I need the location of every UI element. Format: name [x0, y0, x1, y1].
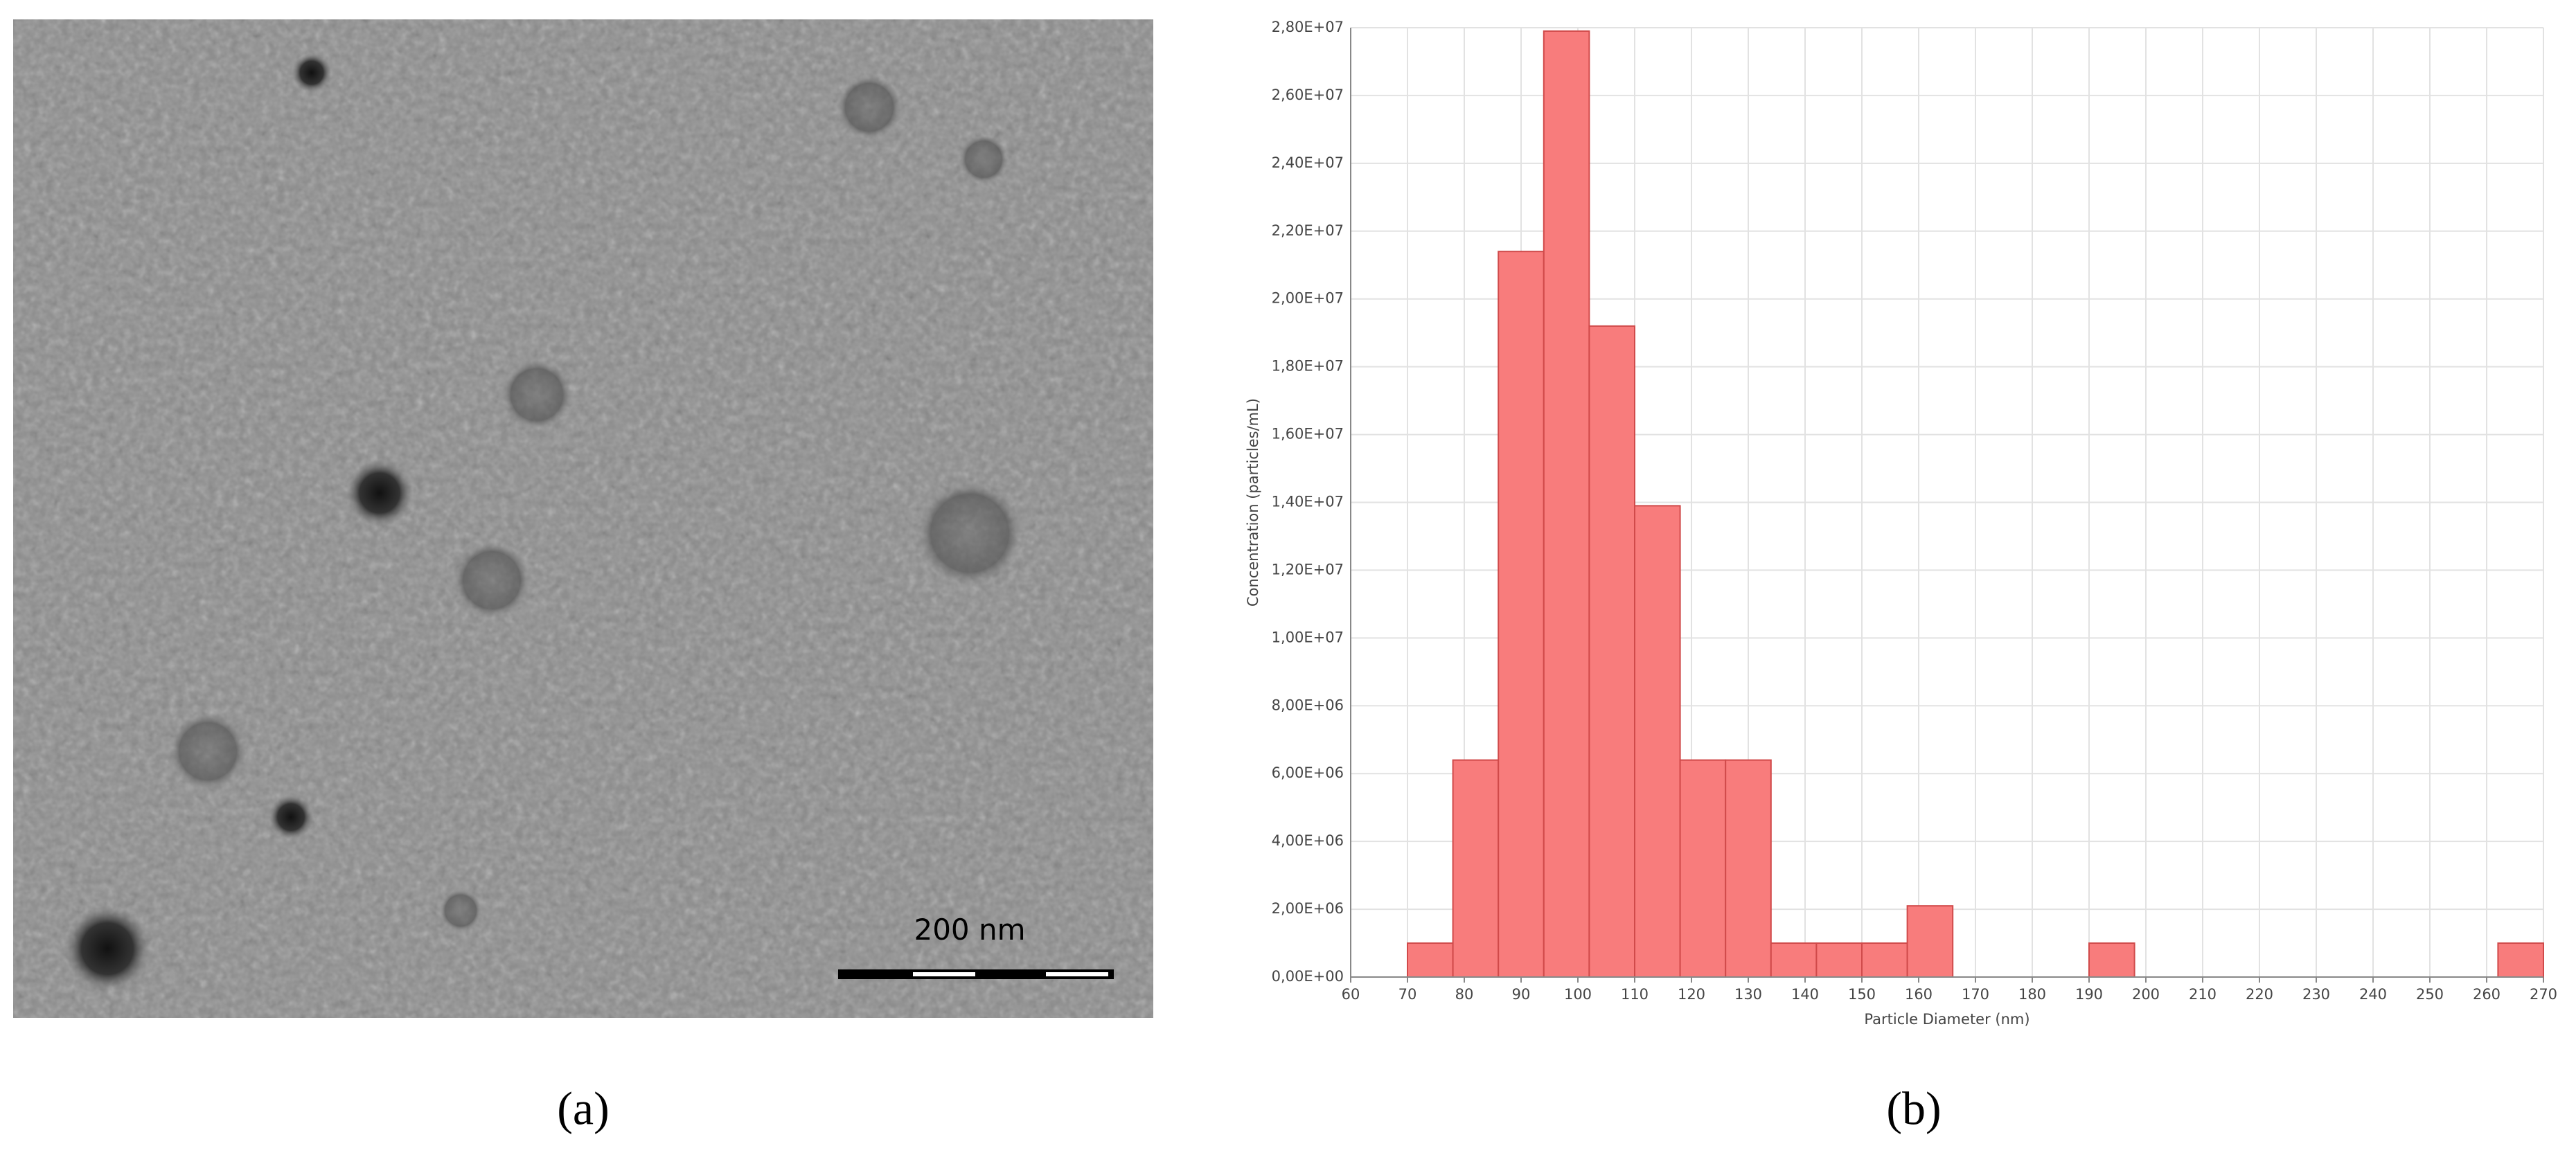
- x-tick-label: 180: [2018, 986, 2046, 1003]
- y-tick-label: 2,80E+07: [1272, 19, 1344, 35]
- x-tick-label: 210: [2189, 986, 2217, 1003]
- y-axis-label: Concentration (particles/mL): [1245, 398, 1261, 607]
- x-tick-label: 200: [2132, 986, 2160, 1003]
- panel-label: (a): [557, 1082, 609, 1135]
- bar: [1634, 505, 1681, 978]
- x-tick-label: 70: [1398, 986, 1417, 1003]
- y-tick-label: 0,00E+00: [1272, 968, 1344, 985]
- x-axis-label: Particle Diameter (nm): [1864, 1011, 2029, 1028]
- y-tick-label: 2,40E+07: [1272, 154, 1344, 171]
- bar: [1588, 325, 1635, 978]
- x-tick-label: 250: [2416, 986, 2444, 1003]
- x-tick-label: 230: [2302, 986, 2330, 1003]
- tem-image: 200 nm: [13, 19, 1153, 1018]
- y-tick-label: 4,00E+06: [1272, 832, 1344, 849]
- scale-bar: [838, 969, 1114, 979]
- bar: [1725, 759, 1772, 978]
- bar: [1498, 251, 1545, 978]
- y-tick-label: 1,20E+07: [1272, 561, 1344, 578]
- y-tick-label: 6,00E+06: [1272, 764, 1344, 781]
- scale-bar-label: 200 nm: [914, 913, 1025, 947]
- y-tick-label: 8,00E+06: [1272, 697, 1344, 713]
- x-tick-label: 190: [2075, 986, 2103, 1003]
- x-tick-label: 130: [1734, 986, 1762, 1003]
- x-tick-label: 220: [2246, 986, 2273, 1003]
- x-tick-label: 90: [1512, 986, 1531, 1003]
- bar: [1543, 30, 1590, 978]
- bar: [1679, 759, 1727, 978]
- histogram-chart: 0,00E+00 2,00E+06 4,00E+06 6,00E+06 8,00E+06…: [1245, 19, 2557, 1028]
- x-tick-label: 120: [1678, 986, 1705, 1003]
- bar: [1861, 942, 1908, 978]
- x-tick-label: 140: [1791, 986, 1819, 1003]
- bar: [1815, 942, 1863, 978]
- x-tick-label: 270: [2530, 986, 2557, 1003]
- bar: [1407, 942, 1454, 978]
- y-tick-label: 2,00E+07: [1272, 290, 1344, 307]
- y-tick-label: 2,60E+07: [1272, 87, 1344, 103]
- x-tick-label: 240: [2359, 986, 2387, 1003]
- x-tick-label: 170: [1962, 986, 1989, 1003]
- bar: [2497, 942, 2544, 978]
- x-tick-label: 160: [1905, 986, 1933, 1003]
- x-tick-label: 110: [1621, 986, 1649, 1003]
- panel-label: (b): [1886, 1082, 1941, 1135]
- y-tick-label: 2,00E+06: [1272, 900, 1344, 917]
- x-tick-label: 260: [2473, 986, 2501, 1003]
- x-tick-label: 80: [1455, 986, 1474, 1003]
- y-tick-label: 2,20E+07: [1272, 222, 1344, 239]
- y-tick-label: 1,80E+07: [1272, 358, 1344, 375]
- bar: [1906, 905, 1954, 978]
- bar: [1770, 942, 1818, 978]
- y-tick-label: 1,00E+07: [1272, 629, 1344, 645]
- x-tick-label: 100: [1564, 986, 1592, 1003]
- bar: [2088, 942, 2135, 978]
- x-tick-label: 150: [1848, 986, 1876, 1003]
- x-tick-label: 60: [1342, 986, 1360, 1003]
- y-tick-label: 1,60E+07: [1272, 426, 1344, 442]
- y-tick-label: 1,40E+07: [1272, 494, 1344, 510]
- bar: [1452, 759, 1500, 978]
